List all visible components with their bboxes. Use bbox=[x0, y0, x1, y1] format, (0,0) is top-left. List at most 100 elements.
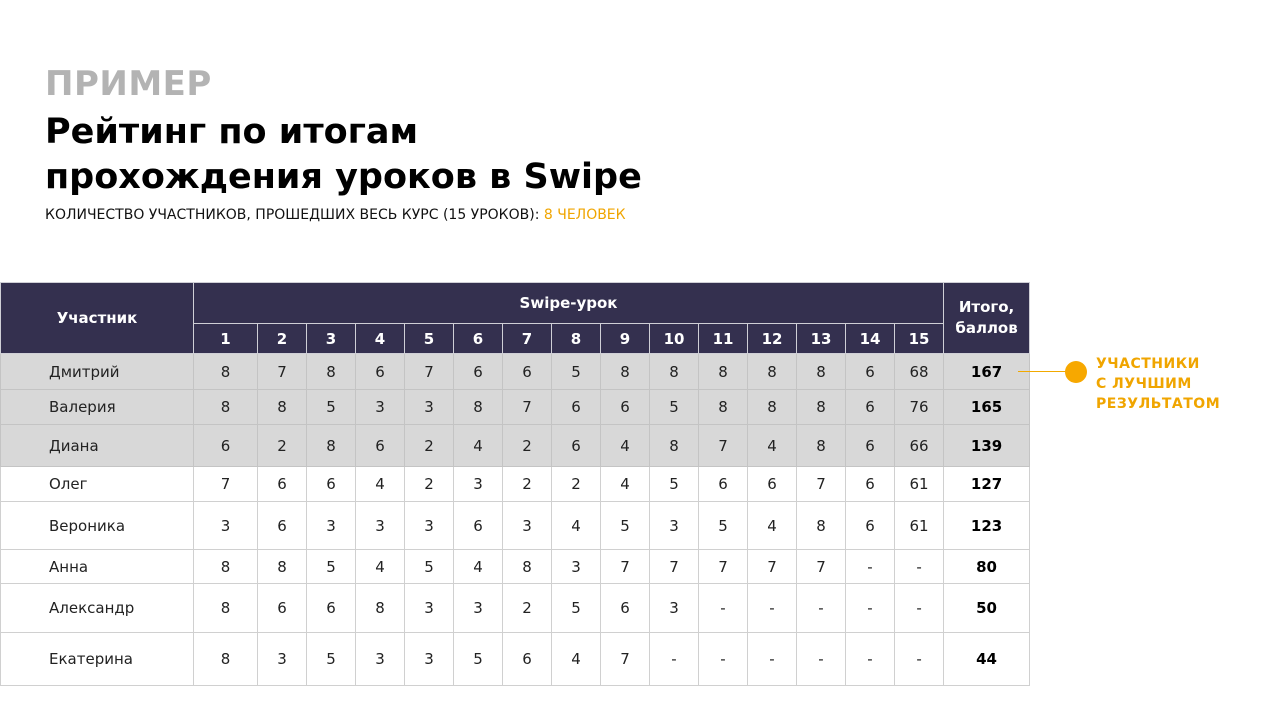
lesson-score-cell: 6 bbox=[747, 466, 797, 502]
lesson-number-header: 11 bbox=[698, 323, 748, 354]
lesson-score-cell: 3 bbox=[257, 632, 307, 686]
lesson-score-cell: 5 bbox=[551, 583, 601, 633]
lesson-score-cell: - bbox=[893, 632, 945, 686]
lesson-score-cell: 6 bbox=[845, 501, 895, 550]
lesson-score-cell: 3 bbox=[404, 501, 454, 550]
lesson-score-cell: 4 bbox=[600, 424, 650, 467]
lesson-score-cell: 7 bbox=[649, 549, 699, 584]
lesson-score-cell: - bbox=[845, 549, 895, 584]
lesson-score-cell: 8 bbox=[649, 424, 699, 467]
participant-name: Дмитрий bbox=[0, 353, 194, 390]
lesson-score-cell: 3 bbox=[551, 549, 601, 584]
lesson-score-cell: 2 bbox=[502, 583, 552, 633]
lesson-score-cell: - bbox=[845, 583, 895, 633]
lesson-score-cell: 7 bbox=[193, 466, 258, 502]
callout-label-line-3: РЕЗУЛЬТАТОМ bbox=[1096, 396, 1221, 412]
table-row: Александр 8 6 6 8 3 3 2 5 6 3- - - - -50 bbox=[0, 583, 1031, 633]
lesson-score-cell: 6 bbox=[306, 466, 356, 502]
lesson-score-cell: 8 bbox=[649, 353, 699, 390]
total-score-cell: 44 bbox=[943, 632, 1031, 686]
page-title: Рейтинг по итогам прохождения уроков в S… bbox=[45, 110, 642, 200]
lesson-score-cell: 4 bbox=[355, 549, 405, 584]
lesson-score-cell: 8 bbox=[747, 353, 797, 390]
lesson-score-cell: 5 bbox=[600, 501, 650, 550]
total-score-cell: 127 bbox=[943, 466, 1031, 502]
lesson-score-cell: 6 bbox=[355, 353, 405, 390]
lesson-score-cell: 5 bbox=[649, 389, 699, 425]
lesson-score-cell: - bbox=[649, 632, 699, 686]
lesson-score-cell: 3 bbox=[355, 389, 405, 425]
total-score-cell: 167 bbox=[943, 353, 1031, 390]
lesson-number-header: 5 bbox=[404, 323, 454, 354]
lesson-score-cell: 4 bbox=[453, 424, 503, 467]
lesson-score-cell: 8 bbox=[453, 389, 503, 425]
lesson-score-cell: 7 bbox=[600, 632, 650, 686]
table-row: Валерия 8 8 5 3 3 8 7 6 6 5 8 8 8 6 76 165 bbox=[0, 389, 1031, 425]
lesson-score-cell: 7 bbox=[600, 549, 650, 584]
lesson-score-cell: 6 bbox=[257, 501, 307, 550]
lesson-score-cell: 8 bbox=[193, 549, 258, 584]
table-row: Дмитрий 8 7 8 6 7 6 6 5 8 8 8 8 8 6 68 167 bbox=[0, 353, 1031, 390]
total-score-cell: 139 bbox=[943, 424, 1031, 467]
lesson-score-cell: 8 bbox=[193, 389, 258, 425]
lesson-score-cell: 66 bbox=[893, 424, 945, 467]
total-score-cell: 50 bbox=[943, 583, 1031, 633]
lesson-score-cell: 6 bbox=[845, 466, 895, 502]
lesson-number-header: 8 bbox=[551, 323, 601, 354]
lesson-score-cell: 3 bbox=[355, 632, 405, 686]
lesson-score-cell: 6 bbox=[845, 424, 895, 467]
lesson-score-cell: - bbox=[747, 632, 797, 686]
lesson-score-cell: 6 bbox=[453, 501, 503, 550]
total-header: Итого, баллов bbox=[943, 282, 1031, 354]
lesson-score-cell: 3 bbox=[453, 583, 503, 633]
lesson-number-header: 6 bbox=[453, 323, 503, 354]
best-results-callout: УЧАСТНИКИ С ЛУЧШИМ РЕЗУЛЬТАТОМ bbox=[1018, 356, 1268, 417]
participant-name: Олег bbox=[0, 466, 194, 502]
lesson-score-cell: 3 bbox=[649, 501, 699, 550]
lesson-score-cell: 8 bbox=[193, 583, 258, 633]
lesson-score-cell: 2 bbox=[257, 424, 307, 467]
lesson-number-header: 12 bbox=[747, 323, 797, 354]
lesson-score-cell: 6 bbox=[355, 424, 405, 467]
lesson-score-cell: 3 bbox=[404, 583, 454, 633]
subtitle-text: КОЛИЧЕСТВО УЧАСТНИКОВ, ПРОШЕДШИХ ВЕСЬ КУ… bbox=[45, 207, 544, 223]
lesson-score-cell: 8 bbox=[698, 353, 748, 390]
participant-name: Диана bbox=[0, 424, 194, 467]
lesson-score-cell: 8 bbox=[796, 424, 846, 467]
page-title-line-2: прохождения уроков в Swipe bbox=[45, 157, 642, 197]
lesson-score-cell: - bbox=[796, 583, 846, 633]
callout-label-line-1: УЧАСТНИКИ bbox=[1096, 356, 1200, 372]
lesson-score-cell: 6 bbox=[453, 353, 503, 390]
lesson-score-cell: 4 bbox=[355, 466, 405, 502]
lesson-number-header: 2 bbox=[257, 323, 307, 354]
lesson-number-header: 4 bbox=[355, 323, 405, 354]
lesson-score-cell: 68 bbox=[893, 353, 945, 390]
lesson-number-header: 10 bbox=[649, 323, 699, 354]
participant-name: Вероника bbox=[0, 501, 194, 550]
lesson-score-cell: 4 bbox=[600, 466, 650, 502]
lesson-score-cell: 8 bbox=[355, 583, 405, 633]
lesson-score-cell: 5 bbox=[649, 466, 699, 502]
table-row: Вероника 3 6 3 3 3 6 3 4 5 3 5 4 8 6 61 123 bbox=[0, 501, 1031, 550]
lesson-score-cell: 3 bbox=[404, 389, 454, 425]
lesson-group-header: Swipe-урок bbox=[192, 282, 945, 324]
lesson-score-cell: 6 bbox=[257, 583, 307, 633]
lesson-score-cell: 2 bbox=[502, 424, 552, 467]
lesson-score-cell: 8 bbox=[796, 353, 846, 390]
lesson-score-cell: - bbox=[747, 583, 797, 633]
lesson-score-cell: 4 bbox=[551, 501, 601, 550]
lesson-score-cell: 5 bbox=[453, 632, 503, 686]
lesson-score-cell: 5 bbox=[551, 353, 601, 390]
lesson-score-cell: - bbox=[796, 632, 846, 686]
lesson-score-cell: 4 bbox=[747, 501, 797, 550]
lesson-score-cell: 8 bbox=[600, 353, 650, 390]
table-row: Анна 8 8 5 4 5 4 8 3 7 7 7 7 7- -80 bbox=[0, 549, 1031, 584]
lesson-score-cell: 3 bbox=[649, 583, 699, 633]
lesson-score-cell: 2 bbox=[404, 466, 454, 502]
lesson-score-cell: 6 bbox=[845, 389, 895, 425]
lesson-number-header: 3 bbox=[306, 323, 356, 354]
lesson-score-cell: 7 bbox=[404, 353, 454, 390]
callout-connector-line bbox=[1018, 371, 1070, 372]
total-score-cell: 165 bbox=[943, 389, 1031, 425]
